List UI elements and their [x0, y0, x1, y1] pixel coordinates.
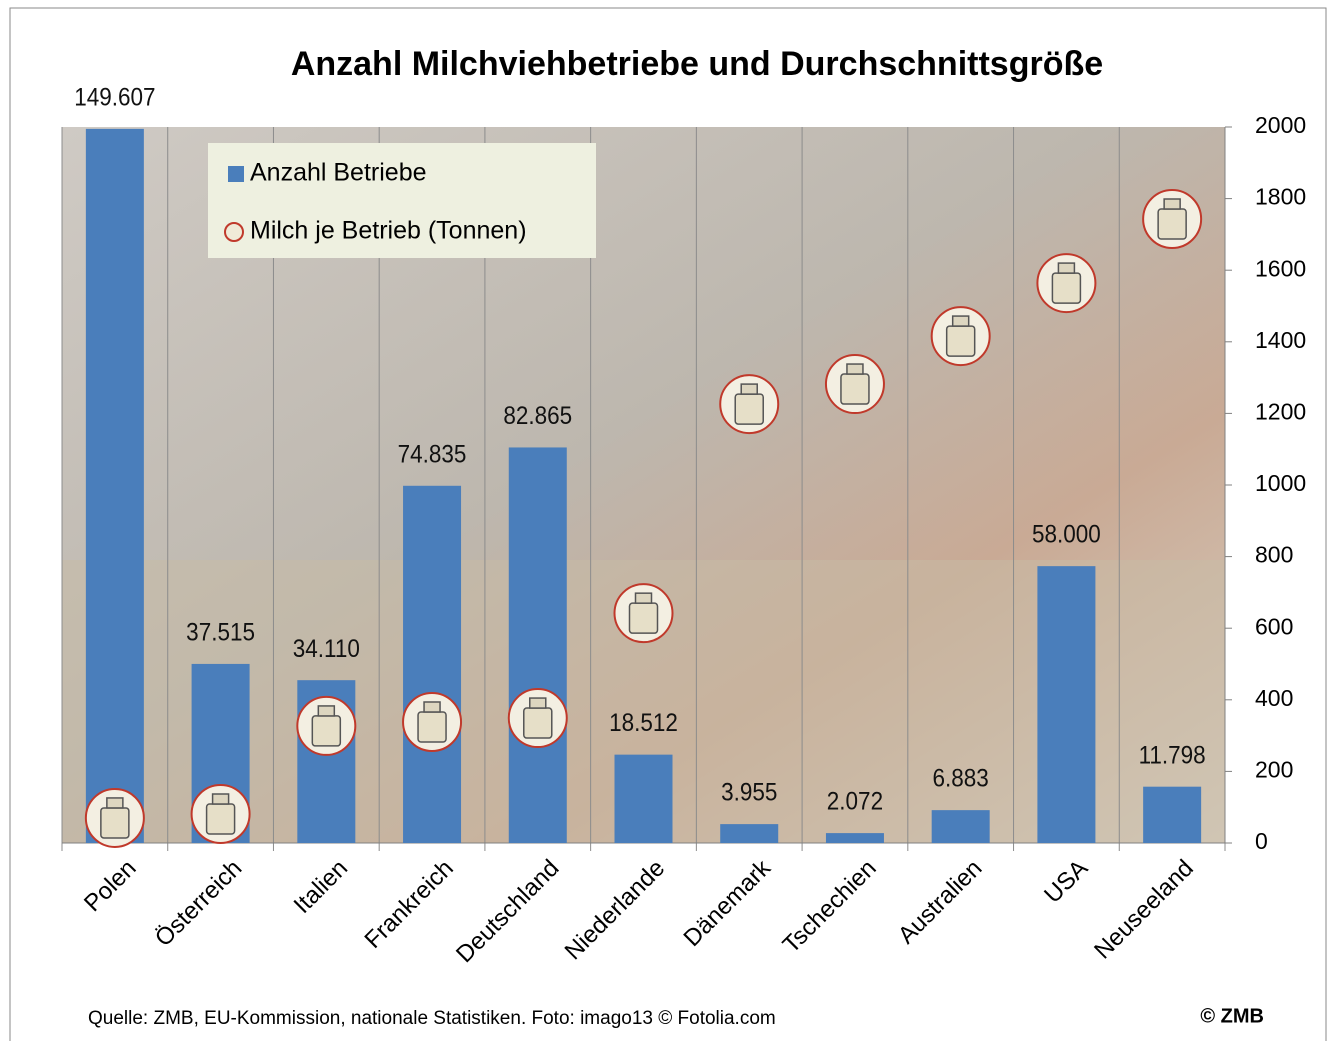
marker-can	[947, 326, 975, 356]
milk-marker	[615, 584, 673, 642]
data-label: 74.835	[398, 440, 467, 468]
bar	[86, 129, 144, 843]
data-label: 2.072	[827, 788, 883, 816]
copyright: © ZMB	[1200, 1005, 1264, 1027]
milk-marker	[1037, 254, 1095, 312]
marker-can-neck	[847, 364, 863, 374]
y2-tick-label: 2000	[1255, 112, 1306, 138]
source-note: Quelle: ZMB, EU-Kommission, nationale St…	[88, 1008, 776, 1029]
marker-can-neck	[741, 384, 757, 394]
data-label: 6.883	[933, 765, 989, 793]
bar	[932, 810, 990, 843]
milk-marker	[1143, 190, 1201, 248]
marker-can-neck	[953, 316, 969, 326]
y2-tick-label: 800	[1255, 542, 1293, 568]
chart: Anzahl Milchviehbetriebe und Durchschnit…	[0, 0, 1336, 1041]
legend-swatch	[228, 166, 244, 182]
data-label: 18.512	[609, 709, 678, 737]
y2-tick-label: 0	[1255, 828, 1268, 854]
bar	[720, 824, 778, 843]
marker-can	[1052, 273, 1080, 303]
bar	[826, 833, 884, 843]
data-label: 3.955	[721, 779, 777, 807]
marker-can-neck	[107, 798, 123, 808]
milk-marker	[826, 355, 884, 413]
y2-tick-label: 1600	[1255, 255, 1306, 281]
y2-tick-label: 600	[1255, 613, 1293, 639]
y2-tick-label: 1400	[1255, 327, 1306, 353]
y2-tick-label: 1800	[1255, 184, 1306, 210]
y2-tick-label: 1000	[1255, 470, 1306, 496]
marker-can-neck	[213, 794, 229, 804]
bar	[1037, 566, 1095, 843]
milk-marker	[192, 785, 250, 843]
data-label: 149.607	[74, 83, 155, 111]
chart-title: Anzahl Milchviehbetriebe und Durchschnit…	[291, 45, 1103, 83]
legend-marker	[225, 223, 243, 241]
legend-label: Milch je Betrieb (Tonnen)	[250, 217, 527, 245]
bar	[615, 755, 673, 843]
milk-marker	[932, 307, 990, 365]
data-label: 82.865	[503, 402, 572, 430]
milk-marker	[720, 375, 778, 433]
marker-can	[524, 708, 552, 738]
legend-label: Anzahl Betriebe	[250, 159, 427, 187]
marker-can	[207, 804, 235, 834]
y2-tick-label: 200	[1255, 756, 1293, 782]
marker-can	[418, 712, 446, 742]
marker-can	[735, 394, 763, 424]
marker-can-neck	[530, 698, 546, 708]
bar	[1143, 787, 1201, 843]
data-label: 37.515	[186, 618, 255, 646]
milk-marker	[297, 697, 355, 755]
marker-can-neck	[636, 593, 652, 603]
marker-can-neck	[424, 702, 440, 712]
data-label: 11.798	[1139, 741, 1206, 769]
milk-marker	[86, 789, 144, 847]
bar	[403, 486, 461, 843]
marker-can-neck	[318, 706, 334, 716]
bar	[509, 447, 567, 843]
marker-can	[312, 716, 340, 746]
y2-tick-label: 1200	[1255, 398, 1306, 424]
marker-can	[1158, 209, 1186, 239]
data-label: 58.000	[1032, 521, 1101, 549]
marker-can	[630, 603, 658, 633]
marker-can	[101, 808, 129, 838]
marker-can-neck	[1164, 199, 1180, 209]
data-label: 34.110	[293, 635, 360, 663]
marker-can-neck	[1058, 263, 1074, 273]
milk-marker	[403, 693, 461, 751]
y2-tick-label: 400	[1255, 685, 1293, 711]
marker-can	[841, 374, 869, 404]
milk-marker	[509, 689, 567, 747]
